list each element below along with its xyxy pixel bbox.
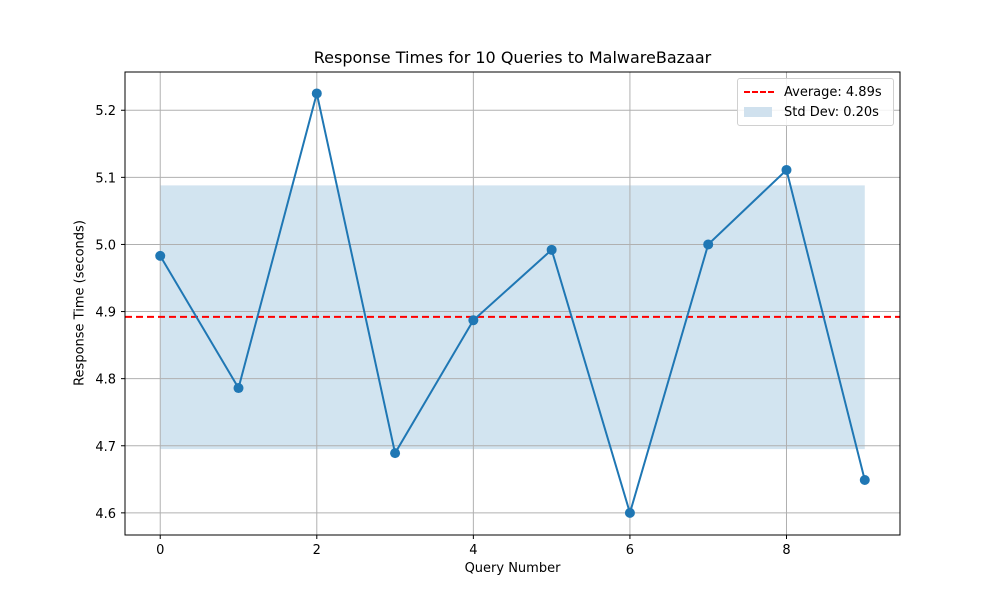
- y-tick-label: 4.6: [95, 507, 116, 522]
- chart-title: Response Times for 10 Queries to Malware…: [313, 48, 712, 67]
- response-time-series: [155, 88, 870, 518]
- data-point-marker: [233, 383, 244, 394]
- data-point-marker: [390, 448, 401, 459]
- data-point-marker: [859, 474, 870, 485]
- band-patch-icon: [744, 107, 772, 117]
- x-tick-label: 0: [156, 543, 164, 558]
- x-tick-label: 2: [313, 543, 321, 558]
- y-tick-label: 4.7: [95, 440, 116, 455]
- data-point-marker: [546, 244, 557, 255]
- data-point-marker: [781, 164, 792, 175]
- y-tick-label: 5.0: [95, 238, 116, 253]
- data-point-marker: [624, 507, 635, 518]
- x-tick-label: 4: [469, 543, 477, 558]
- y-tick-label: 4.8: [95, 373, 116, 388]
- tick-labels: 0 2 4 6 8 4.6 4.7 4.8 4.9 5.0 5.1 5.2: [95, 104, 790, 558]
- x-axis-label: Query Number: [464, 561, 561, 576]
- legend: Average: 4.89s Std Dev: 0.20s: [737, 78, 894, 126]
- x-tick-label: 8: [782, 543, 790, 558]
- data-point-marker: [468, 315, 479, 326]
- x-tick-label: 6: [626, 543, 634, 558]
- y-tick-label: 5.1: [95, 171, 116, 186]
- y-tick-label: 4.9: [95, 306, 116, 321]
- data-point-marker: [311, 88, 322, 99]
- y-tick-label: 5.2: [95, 104, 116, 119]
- legend-item-std-dev: Std Dev: 0.20s: [744, 103, 879, 121]
- data-point-marker: [155, 250, 166, 261]
- legend-label-average: Average: 4.89s: [784, 84, 882, 100]
- data-point-marker: [703, 239, 714, 250]
- legend-item-average: Average: 4.89s: [744, 83, 882, 101]
- axes-frame: [124, 71, 901, 536]
- legend-label-std-dev: Std Dev: 0.20s: [784, 104, 879, 120]
- grid-lines: [125, 72, 900, 535]
- series-line: [159, 93, 866, 517]
- y-axis-label: Response Time (seconds): [72, 220, 88, 386]
- dashed-line-icon: [744, 91, 774, 93]
- axes: [121, 71, 901, 539]
